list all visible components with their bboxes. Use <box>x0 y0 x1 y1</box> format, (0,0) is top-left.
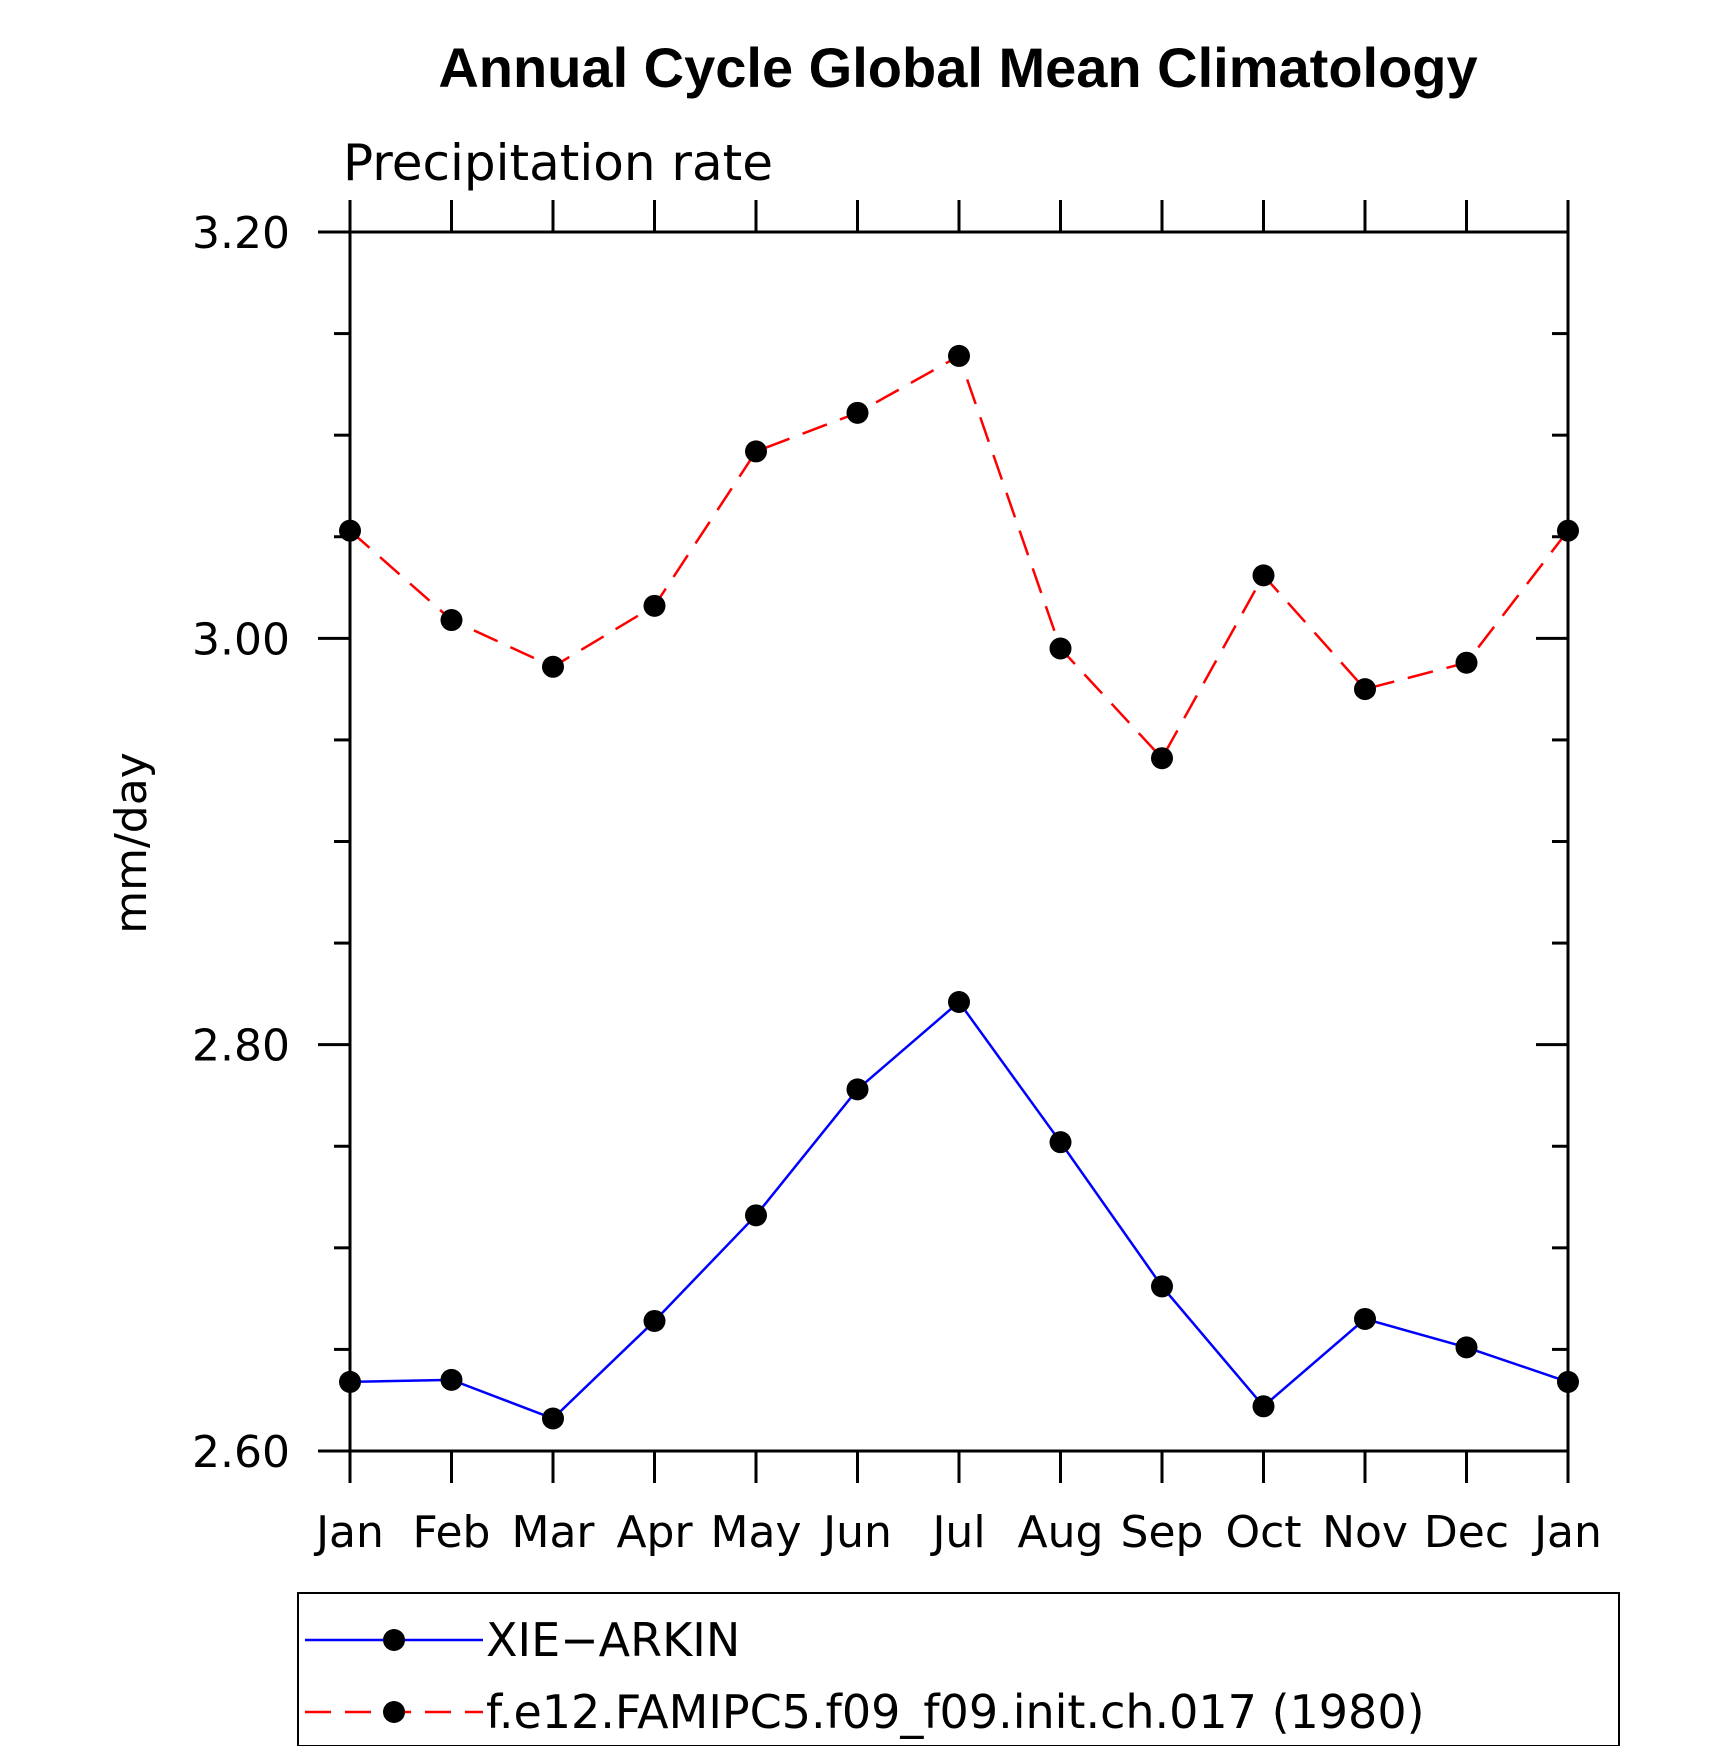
data-point-1-2 <box>542 655 564 678</box>
series-layer <box>339 344 1579 1430</box>
x-tick-label: Feb <box>413 1507 491 1558</box>
data-point-1-0 <box>339 519 361 542</box>
legend-label-model: f.e12.FAMIPC5.f09_f09.init.ch.017 (1980) <box>486 1685 1425 1739</box>
data-point-0-6 <box>948 991 970 1014</box>
data-point-1-1 <box>440 609 463 632</box>
data-point-1-10 <box>1354 678 1376 701</box>
y-tick-label: 2.60 <box>192 1427 290 1478</box>
x-tick-label: Sep <box>1121 1507 1204 1558</box>
data-point-0-12 <box>1557 1370 1579 1393</box>
x-tick-label: Dec <box>1424 1507 1509 1558</box>
data-point-0-2 <box>542 1407 564 1430</box>
data-point-1-8 <box>1151 747 1173 770</box>
x-tick-label: Nov <box>1322 1507 1408 1558</box>
x-tick-label: May <box>711 1507 802 1558</box>
chart-subtitle: Precipitation rate <box>343 134 773 192</box>
data-point-1-9 <box>1252 564 1275 587</box>
x-tick-label: Jan <box>313 1507 384 1558</box>
x-tick-label: Jul <box>929 1507 985 1558</box>
legend-marker-model <box>383 1701 405 1723</box>
data-point-1-5 <box>846 401 869 424</box>
data-point-0-10 <box>1354 1307 1376 1330</box>
data-point-0-9 <box>1252 1395 1275 1418</box>
legend-box <box>297 1592 1620 1746</box>
data-point-1-3 <box>643 594 666 617</box>
legend: XIE−ARKIN f.e12.FAMIPC5.f09_f09.init.ch.… <box>297 1592 1620 1746</box>
x-tick-label: Mar <box>511 1507 595 1558</box>
chart-title: Annual Cycle Global Mean Climatology <box>438 36 1477 99</box>
legend-marker-xie-arkin <box>383 1629 405 1651</box>
data-point-0-5 <box>846 1078 869 1101</box>
series-line-0 <box>349 1000 1569 1420</box>
plot-frame <box>348 230 1570 1453</box>
series-line-1 <box>349 354 1569 761</box>
y-tick-labels: 2.60 2.80 3.00 3.20 <box>192 208 290 1478</box>
data-point-1-4 <box>745 440 767 463</box>
data-point-1-12 <box>1557 519 1579 542</box>
x-tick-label: Aug <box>1018 1507 1104 1558</box>
x-tick-label: Jun <box>820 1507 892 1558</box>
y-tick-label: 3.20 <box>192 208 290 259</box>
y-tick-label: 2.80 <box>192 1021 290 1072</box>
data-point-1-11 <box>1455 651 1478 674</box>
data-point-0-7 <box>1049 1131 1072 1154</box>
axis-ticks <box>318 200 1570 1483</box>
x-tick-label: Apr <box>616 1507 693 1558</box>
data-point-0-8 <box>1151 1275 1173 1298</box>
y-tick-label: 3.00 <box>192 614 290 665</box>
data-point-1-6 <box>948 344 970 367</box>
x-tick-label: Jan <box>1531 1507 1602 1558</box>
x-tick-labels: Jan Feb Mar Apr May Jun Jul Aug Sep Oct Nov Dec Jan <box>313 1507 1602 1558</box>
data-point-0-11 <box>1455 1336 1478 1359</box>
y-axis-label: mm/day <box>106 752 157 933</box>
x-tick-label: Oct <box>1225 1507 1301 1558</box>
data-point-0-3 <box>643 1309 666 1332</box>
legend-label-xie-arkin: XIE−ARKIN <box>486 1613 740 1667</box>
data-point-0-1 <box>440 1368 463 1391</box>
data-point-0-4 <box>745 1204 767 1227</box>
data-point-1-7 <box>1049 637 1072 660</box>
data-point-0-0 <box>339 1370 361 1393</box>
